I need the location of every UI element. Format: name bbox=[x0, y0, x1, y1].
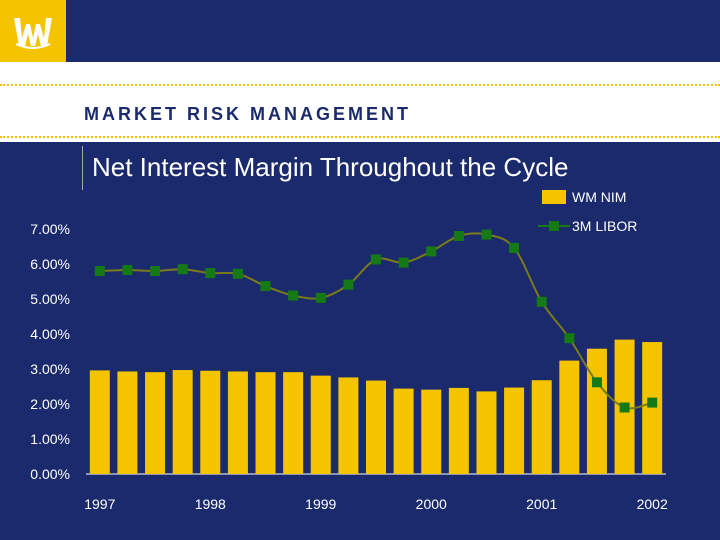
x-tick-label: 2000 bbox=[416, 496, 447, 512]
wm-nim-bar bbox=[448, 387, 469, 474]
wm-nim-bar bbox=[476, 391, 497, 474]
x-tick-label: 1998 bbox=[195, 496, 226, 512]
wm-nim-bar bbox=[586, 348, 607, 474]
top-header-bar bbox=[0, 0, 720, 62]
libor-point bbox=[426, 246, 437, 257]
wm-nim-bar bbox=[338, 377, 359, 474]
y-tick-label: 6.00% bbox=[30, 256, 70, 272]
libor-point bbox=[619, 402, 630, 413]
y-tick-label: 2.00% bbox=[30, 396, 70, 412]
wm-nim-bar bbox=[145, 372, 166, 474]
y-tick-label: 3.00% bbox=[30, 361, 70, 377]
x-tick-label: 1997 bbox=[84, 496, 115, 512]
libor-point bbox=[481, 229, 492, 240]
libor-point bbox=[453, 231, 464, 241]
libor-point bbox=[122, 264, 133, 275]
logo-mark-icon bbox=[14, 18, 52, 49]
x-axis: 1997 1998 1999 2000 2001 2002 bbox=[84, 473, 668, 512]
wm-nim-bar bbox=[531, 380, 552, 474]
wm-nim-bar bbox=[366, 380, 386, 474]
chart-legend: WM NIM 3M LIBOR bbox=[538, 189, 637, 234]
wm-nim-bar bbox=[200, 370, 221, 474]
banner-top-rule bbox=[0, 84, 720, 86]
company-logo bbox=[0, 0, 66, 62]
y-axis: 0.00% 1.00% 2.00% 3.00% 4.00% 5.00% 6.00% 7.00% bbox=[30, 221, 70, 482]
legend-libor-label: 3M LIBOR bbox=[572, 218, 637, 234]
title-divider bbox=[82, 146, 83, 190]
chart-title: Net Interest Margin Throughout the Cycle bbox=[92, 152, 569, 182]
wm-nim-bar bbox=[227, 371, 248, 474]
libor-point bbox=[343, 279, 354, 290]
wm-nim-bar bbox=[172, 370, 193, 474]
legend-nim-swatch bbox=[542, 190, 566, 204]
libor-point bbox=[260, 281, 271, 292]
legend-libor-marker bbox=[549, 221, 559, 231]
libor-point bbox=[371, 254, 381, 265]
libor-point bbox=[232, 268, 243, 279]
wm-nim-bar bbox=[283, 372, 304, 474]
libor-point bbox=[647, 397, 658, 408]
libor-point bbox=[177, 264, 188, 275]
y-tick-label: 1.00% bbox=[30, 431, 70, 447]
libor-point bbox=[398, 257, 409, 268]
title-banner bbox=[0, 62, 720, 142]
libor-point bbox=[536, 296, 547, 307]
y-tick-label: 0.00% bbox=[30, 466, 70, 482]
wm-nim-bar bbox=[89, 370, 110, 474]
wm-nim-bar bbox=[310, 375, 331, 474]
libor-point bbox=[315, 292, 326, 303]
wm-nim-bar bbox=[559, 360, 580, 474]
libor-point bbox=[564, 333, 575, 344]
wm-nim-bar bbox=[504, 387, 525, 474]
banner-bottom-rule bbox=[0, 136, 720, 138]
libor-point bbox=[288, 290, 299, 301]
y-tick-label: 5.00% bbox=[30, 291, 70, 307]
y-tick-label: 4.00% bbox=[30, 326, 70, 342]
libor-point bbox=[150, 266, 161, 276]
wm-nim-bar bbox=[393, 388, 414, 474]
x-tick-label: 2002 bbox=[637, 496, 668, 512]
section-title: MARKET RISK MANAGEMENT bbox=[84, 104, 411, 124]
y-tick-label: 7.00% bbox=[30, 221, 70, 237]
libor-point bbox=[94, 266, 105, 276]
legend-nim-label: WM NIM bbox=[572, 189, 626, 205]
libor-line bbox=[94, 229, 658, 413]
libor-point bbox=[591, 377, 602, 388]
libor-point bbox=[205, 268, 216, 279]
wm-nim-bars bbox=[89, 339, 663, 474]
wm-nim-bar bbox=[421, 389, 442, 474]
x-tick-label: 1999 bbox=[305, 496, 336, 512]
x-tick-label: 2001 bbox=[526, 496, 557, 512]
wm-nim-bar bbox=[642, 342, 663, 474]
wm-nim-bar bbox=[117, 371, 138, 474]
libor-point bbox=[509, 242, 520, 253]
wm-nim-bar bbox=[255, 372, 276, 474]
